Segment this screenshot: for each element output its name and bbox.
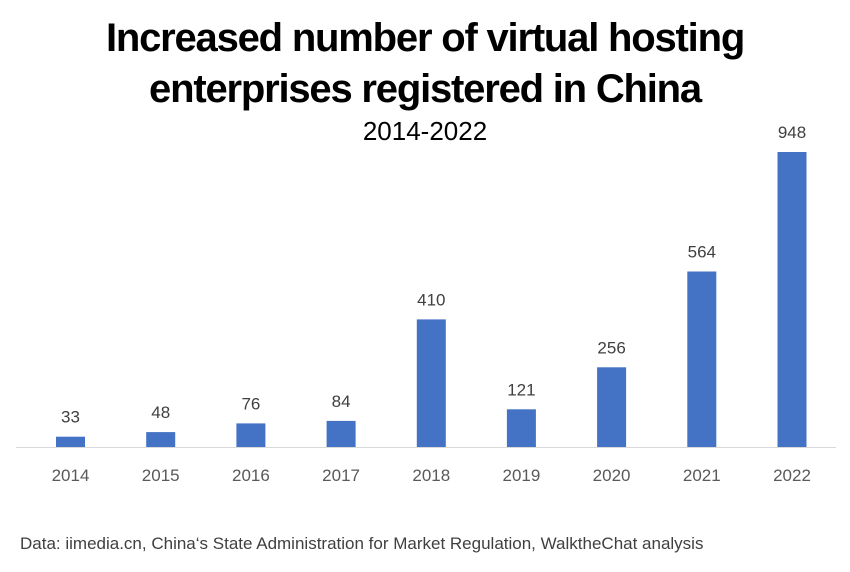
data-label-2015: 48 <box>151 403 170 422</box>
chart-title-line-1: Increased number of virtual hosting <box>105 16 745 60</box>
bar-2022 <box>777 152 807 447</box>
bar-2015 <box>146 432 176 447</box>
bar-2020 <box>597 367 627 447</box>
data-label-2020: 256 <box>597 338 625 357</box>
bar-2021 <box>687 271 717 447</box>
x-tick-label-2014: 2014 <box>52 466 90 485</box>
chart-title-line-2: enterprises registered in China <box>149 67 702 111</box>
source-note: Data: iimedia.cn, China‘s State Administ… <box>20 534 704 553</box>
x-tick-label-2020: 2020 <box>593 466 631 485</box>
x-tick-label-2019: 2019 <box>502 466 540 485</box>
x-tick-label-2015: 2015 <box>142 466 180 485</box>
data-label-2016: 76 <box>241 394 260 413</box>
chart-subtitle: 2014-2022 <box>362 116 488 146</box>
x-tick-label-2021: 2021 <box>683 466 721 485</box>
bar-2014 <box>56 436 85 447</box>
bar-2019 <box>506 409 536 447</box>
data-label-2018: 410 <box>417 290 445 309</box>
data-label-2019: 121 <box>507 380 535 399</box>
x-tick-label-2016: 2016 <box>232 466 270 485</box>
x-tick-label-2017: 2017 <box>322 466 360 485</box>
data-label-2021: 564 <box>688 243 716 262</box>
x-tick-label-2022: 2022 <box>773 466 811 485</box>
bar-2016 <box>236 423 266 447</box>
data-label-2014: 33 <box>61 408 80 427</box>
data-label-2017: 84 <box>332 392 351 411</box>
x-tick-label-2018: 2018 <box>412 466 450 485</box>
bar-2017 <box>326 420 356 447</box>
data-label-2022: 948 <box>778 123 806 142</box>
bar-2018 <box>416 319 446 447</box>
